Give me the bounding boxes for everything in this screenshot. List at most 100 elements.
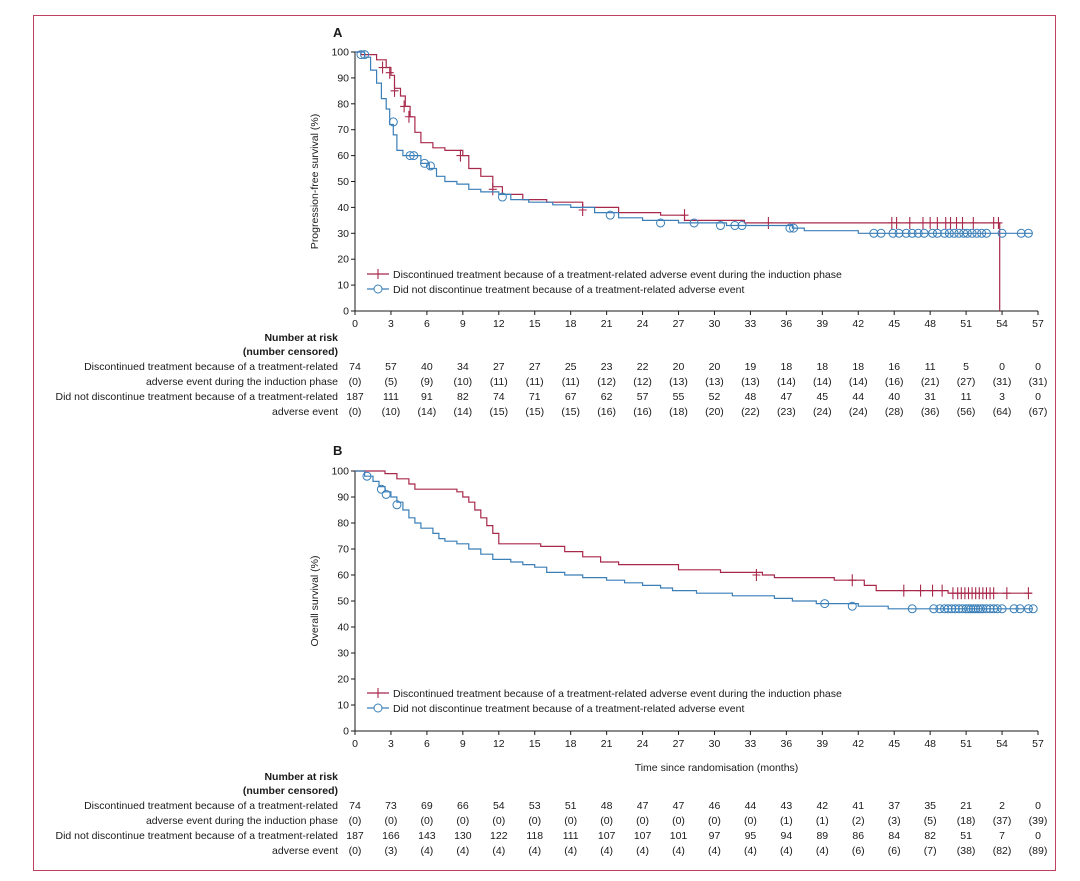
panel-b-risk-header: Number at risk <box>264 771 338 783</box>
panel-a-risk-cell: 27 <box>529 361 541 373</box>
panel-a-risk-cell: 57 <box>637 391 649 403</box>
panel-a-risk-cell: (21) <box>921 376 940 388</box>
panel-b-risk-cell: 143 <box>418 830 436 842</box>
panel-b-y-tick-label: 20 <box>337 674 349 686</box>
panel-a-censor-cross-mark <box>400 100 409 113</box>
panel-a-censor-cross-mark <box>994 216 1003 229</box>
panel-b-risk-cell: (0) <box>564 815 577 827</box>
panel-b-x-tick-label: 36 <box>781 738 793 750</box>
panel-a-risk-cell: 67 <box>565 391 577 403</box>
panel-a-censor-circle-mark <box>967 228 977 238</box>
panel-b-censor-cross-mark <box>1024 587 1033 600</box>
panel-a-censor-circle-mark <box>977 228 987 238</box>
panel-b-y-tick-label: 40 <box>337 622 349 634</box>
panel-b-x-tick-label: 45 <box>888 738 900 750</box>
panel-a-x-tick-label: 27 <box>673 318 685 330</box>
panel-b-risk-cell: 74 <box>349 800 361 812</box>
panel-a-censor-circle-mark <box>932 228 942 238</box>
panel-a-censor-circle-mark <box>949 228 959 238</box>
panel-a-risk-cell: (56) <box>957 406 976 418</box>
panel-a-risk-cell: (18) <box>669 406 688 418</box>
panel-b-risk-cell: 7 <box>999 830 1005 842</box>
panel-b-censor-circle-mark <box>954 604 964 614</box>
panel-a-risk-cell: (31) <box>993 376 1012 388</box>
panel-a-censor-circle-mark <box>876 228 886 238</box>
panel-a-risk-cell: 22 <box>637 361 649 373</box>
panel-b-risk-cell: (6) <box>888 845 901 857</box>
panel-b-risk-cell: 73 <box>385 800 397 812</box>
panel-a-y-tick-label: 50 <box>337 176 349 188</box>
panel-a-censor-circle-mark <box>425 161 435 171</box>
panel-a-label: A <box>333 25 343 40</box>
panel-a-risk-cell: 11 <box>961 391 972 403</box>
panel-a-censor-cross-mark <box>488 183 497 196</box>
panel-a-censor-circle-mark <box>388 117 398 127</box>
panel-a-risk-cell: 19 <box>745 361 757 373</box>
panel-b-x-tick-label: 54 <box>996 738 1008 750</box>
panel-b-risk-cell: 35 <box>924 800 936 812</box>
panel-a-y-tick-label: 70 <box>337 124 349 136</box>
panel-a-risk-cell: (27) <box>957 376 976 388</box>
panel-b-blue-series-line <box>355 470 1032 610</box>
panel-a-risk-cell: (14) <box>418 406 437 418</box>
panel-b-risk-cell: 0 <box>1035 830 1041 842</box>
panel-a-censor-circle-mark <box>901 228 911 238</box>
panel-b-risk-cell: (1) <box>816 815 829 827</box>
panel-b-risk-cell: 48 <box>601 800 613 812</box>
panel-b-risk-cell: (3) <box>385 845 398 857</box>
panel-a-censor-circle-mark <box>944 228 954 238</box>
panel-b-censor-circle-mark <box>1028 604 1038 614</box>
panel-a-risk-cell: (22) <box>741 406 760 418</box>
panel-b-y-tick-label: 80 <box>337 518 349 530</box>
panel-b-censor-circle-mark <box>950 604 960 614</box>
panel-b-censor-circle-mark <box>929 604 939 614</box>
panel-a-risk-cell: (14) <box>813 376 832 388</box>
panel-a-risk-header: Number at risk <box>264 332 338 344</box>
panel-b-x-tick-label: 33 <box>745 738 757 750</box>
panel-b-x-tick-label: 12 <box>493 738 505 750</box>
panel-b-x-tick-label: 30 <box>709 738 721 750</box>
panel-b-x-tick-label: 24 <box>637 738 649 750</box>
panel-a-risk-cell: (10) <box>453 376 472 388</box>
panel-b-risk-cell: 97 <box>709 830 721 842</box>
panel-b-risk-cell: (0) <box>636 815 649 827</box>
panel-b-censor-circle-mark <box>961 604 971 614</box>
panel-a-risk-cell: (11) <box>562 376 580 388</box>
panel-b-risk-cell: (0) <box>456 815 469 827</box>
panel-a-y-tick-label: 40 <box>337 202 349 214</box>
panel-a-risk-cell: 82 <box>457 391 469 403</box>
panel-a-risk-cell: (16) <box>633 406 652 418</box>
panel-a-risk-cell: 71 <box>529 391 541 403</box>
panel-a-censor-circle-mark <box>737 221 747 231</box>
panel-a-risk-cell: (13) <box>705 376 724 388</box>
panel-a-y-axis-label: Progression-free survival (%) <box>309 114 321 249</box>
panel-b-censor-circle-mark <box>376 484 386 494</box>
panel-b-risk-cell: 47 <box>637 800 649 812</box>
panel-b-risk-cell: 43 <box>781 800 793 812</box>
panel-b-censor-cross-mark <box>916 584 925 597</box>
panel-a-y-tick-label: 90 <box>337 72 349 84</box>
panel-b-risk-row-label: Did not discontinue treatment because of… <box>56 830 339 842</box>
panel-b-censor-cross-mark <box>938 584 947 597</box>
panel-b-risk-cell: 37 <box>888 800 900 812</box>
panel-a-legend-circle-icon <box>373 284 383 294</box>
panel-b-risk-cell: (0) <box>492 815 505 827</box>
panel-a-risk-cell: 40 <box>888 391 900 403</box>
panel-b-risk-cell: (4) <box>600 845 613 857</box>
panel-b-risk-cell: (4) <box>492 845 505 857</box>
panel-b-censor-circle-mark <box>971 604 981 614</box>
panel-b-legend-cross-icon <box>374 688 382 698</box>
panel-b-risk-cell: (4) <box>636 845 649 857</box>
panel-b-legend-circle-icon <box>373 703 383 713</box>
panel-a-censor-circle-mark <box>981 228 991 238</box>
panel-b-censor-circle-mark <box>966 604 976 614</box>
panel-b-risk-cell: 0 <box>1035 800 1041 812</box>
panel-b-censor-circle-mark <box>968 604 978 614</box>
panel-b-x-tick-label: 15 <box>529 738 541 750</box>
panel-a-risk-cell: 74 <box>349 361 361 373</box>
panel-a-x-tick-label: 21 <box>601 318 613 330</box>
panel-b-censor-circle-mark <box>362 471 372 481</box>
panel-b-risk-cell: (4) <box>672 845 685 857</box>
panel-a-x-tick-label: 0 <box>352 318 358 330</box>
panel-a-risk-cell: (36) <box>921 406 940 418</box>
